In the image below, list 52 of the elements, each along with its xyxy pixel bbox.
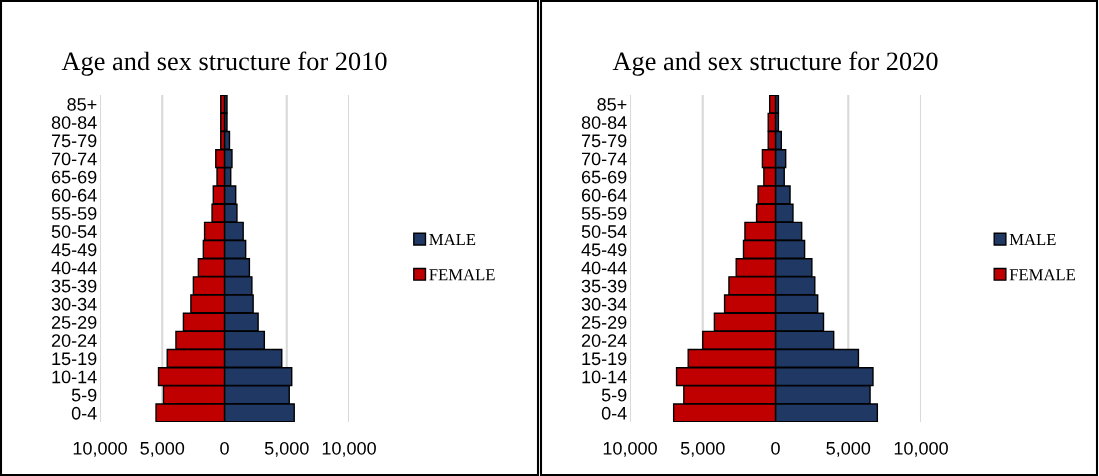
x-tick-label: 10,000 (894, 441, 948, 457)
y-tick-label: 30-34 (581, 297, 627, 311)
y-tick-label: 40-44 (51, 261, 97, 275)
y-tick-label: 10-14 (52, 370, 97, 384)
legend-label: FEMALE (429, 269, 495, 281)
y-tick-label: 15-19 (52, 352, 97, 366)
legend-label: MALE (1009, 233, 1056, 245)
x-tick-label: 10,000 (73, 441, 127, 457)
legend-label: MALE (429, 233, 476, 245)
y-tick-label: 45-49 (51, 243, 97, 257)
y-tick-label: 55-59 (51, 207, 97, 220)
y-tick-label: 85+ (67, 98, 97, 111)
y-tick-label: 45-49 (581, 243, 627, 257)
y-tick-label: 35-39 (581, 279, 627, 293)
y-tick-label: 85+ (597, 98, 627, 111)
y-tick-label: 0-4 (71, 406, 97, 420)
y-tick-label: 60-64 (581, 188, 627, 202)
x-tick-label: 5,000 (264, 441, 309, 457)
y-tick-label: 70-74 (581, 152, 627, 166)
y-tick-label: 80-84 (51, 116, 97, 129)
y-tick-label: 5-9 (601, 388, 627, 402)
y-tick-label: 50-54 (581, 225, 627, 238)
y-tick-label: 25-29 (581, 316, 627, 329)
y-tick-label: 10-14 (582, 370, 627, 384)
chart-title: Age and sex structure for 2010 (61, 51, 387, 76)
x-tick-label: 5,000 (680, 441, 725, 457)
y-tick-label: 20-24 (51, 334, 97, 347)
y-tick-label: 40-44 (581, 261, 627, 275)
chart-title: Age and sex structure for 2020 (612, 51, 938, 76)
y-tick-label: 65-69 (51, 170, 97, 184)
x-tick-label: 5,000 (140, 441, 185, 457)
y-tick-label: 65-69 (581, 170, 627, 184)
x-tick-label: 10,000 (322, 441, 376, 457)
x-tick-label: 0 (220, 441, 229, 455)
legend-label: FEMALE (1009, 269, 1076, 281)
y-tick-label: 5-9 (71, 388, 97, 402)
y-tick-label: 35-39 (51, 279, 97, 293)
y-tick-label: 50-54 (51, 225, 97, 238)
y-tick-label: 15-19 (582, 352, 627, 366)
y-tick-label: 60-64 (51, 188, 97, 202)
y-tick-label: 25-29 (51, 316, 97, 329)
y-tick-label: 70-74 (51, 152, 97, 166)
x-tick-label: 5,000 (826, 441, 871, 457)
y-tick-label: 75-79 (581, 134, 627, 148)
y-tick-label: 75-79 (51, 134, 97, 148)
y-tick-label: 30-34 (51, 297, 97, 311)
y-tick-label: 55-59 (581, 207, 627, 220)
x-tick-label: 0 (771, 441, 780, 455)
y-tick-label: 0-4 (601, 406, 627, 420)
y-tick-label: 80-84 (581, 116, 627, 129)
y-tick-label: 20-24 (581, 334, 627, 347)
x-tick-label: 10,000 (603, 441, 657, 457)
